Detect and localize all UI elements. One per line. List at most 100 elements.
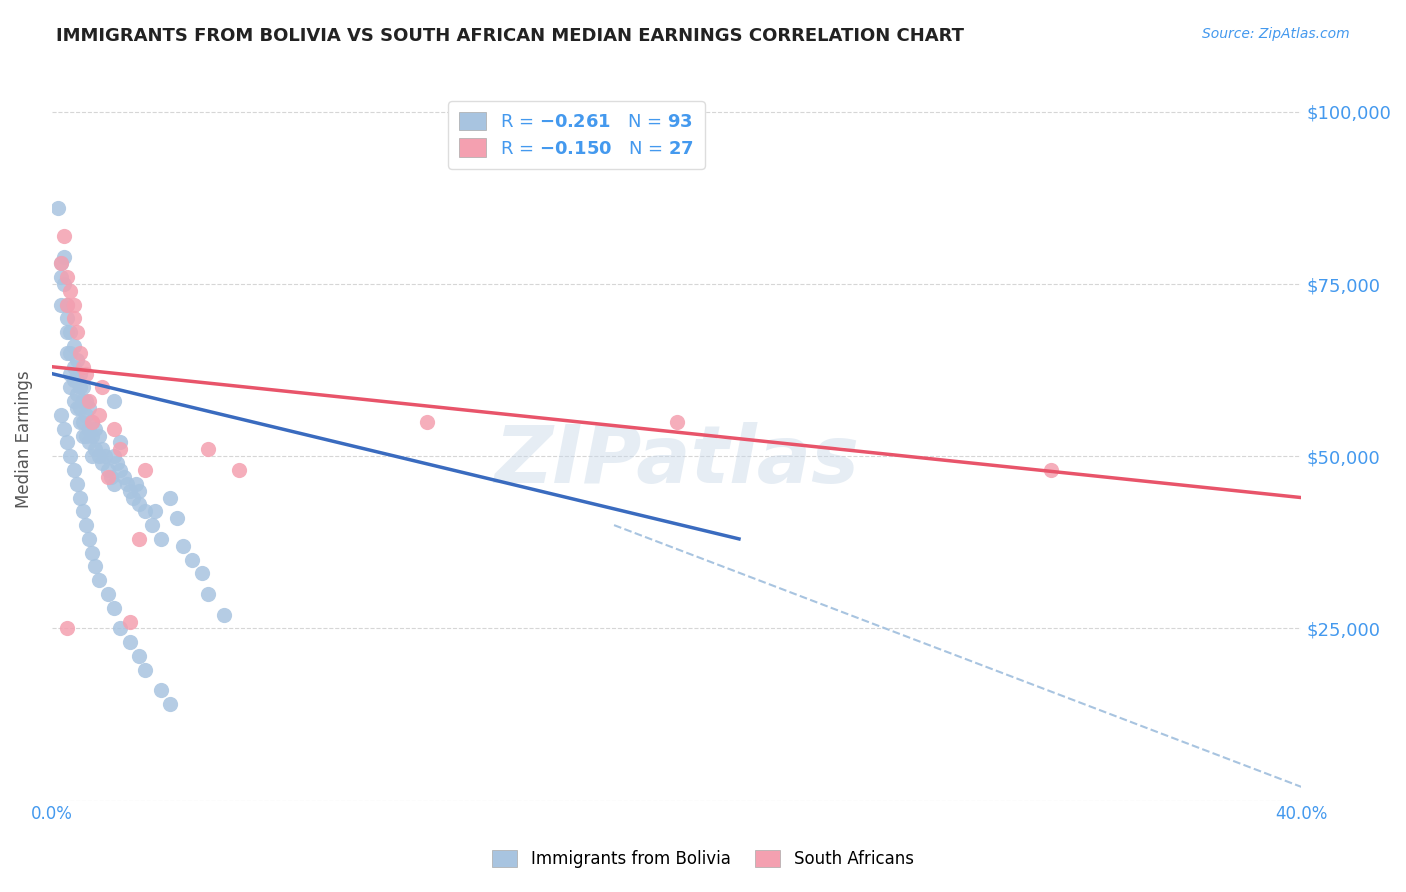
Point <box>56 270 79 285</box>
Point <box>49 298 72 312</box>
Point <box>56 298 79 312</box>
Point <box>665 415 688 429</box>
Point <box>103 600 125 615</box>
Point <box>97 587 120 601</box>
Point <box>66 374 89 388</box>
Point <box>82 546 104 560</box>
Point <box>110 435 132 450</box>
Point <box>87 408 110 422</box>
Point <box>59 380 82 394</box>
Point <box>53 422 76 436</box>
Point <box>53 228 76 243</box>
Point <box>77 401 100 415</box>
Point <box>82 415 104 429</box>
Point <box>77 532 100 546</box>
Point <box>69 401 91 415</box>
Point <box>69 491 91 505</box>
Point <box>90 380 112 394</box>
Point <box>49 408 72 422</box>
Point <box>115 476 138 491</box>
Point <box>87 449 110 463</box>
Point <box>143 504 166 518</box>
Point <box>77 435 100 450</box>
Point <box>118 635 141 649</box>
Point <box>103 476 125 491</box>
Point <box>82 449 104 463</box>
Point <box>1040 463 1063 477</box>
Point <box>103 449 125 463</box>
Point <box>62 374 84 388</box>
Point <box>66 326 89 340</box>
Point <box>150 683 173 698</box>
Point <box>118 615 141 629</box>
Point <box>69 415 91 429</box>
Point <box>66 401 89 415</box>
Point <box>134 504 156 518</box>
Point <box>122 491 145 505</box>
Point <box>134 663 156 677</box>
Point <box>90 456 112 470</box>
Point <box>128 483 150 498</box>
Point <box>141 518 163 533</box>
Point <box>56 311 79 326</box>
Point <box>82 428 104 442</box>
Point <box>90 442 112 457</box>
Point <box>128 498 150 512</box>
Y-axis label: Median Earnings: Median Earnings <box>15 370 32 508</box>
Point <box>159 697 181 711</box>
Point <box>77 422 100 436</box>
Point <box>228 463 250 477</box>
Point <box>212 607 235 622</box>
Point <box>415 415 437 429</box>
Point <box>72 415 94 429</box>
Point <box>56 435 79 450</box>
Point <box>49 256 72 270</box>
Point <box>84 559 107 574</box>
Point <box>72 394 94 409</box>
Point <box>110 442 132 457</box>
Point <box>53 277 76 291</box>
Text: ZIPatlas: ZIPatlas <box>494 422 859 500</box>
Legend: R = $\mathbf{-0.261}$   N = $\mathbf{93}$, R = $\mathbf{-0.150}$   N = $\mathbf{: R = $\mathbf{-0.261}$ N = $\mathbf{93}$,… <box>449 101 704 169</box>
Point <box>110 463 132 477</box>
Point <box>69 380 91 394</box>
Point <box>56 326 79 340</box>
Text: IMMIGRANTS FROM BOLIVIA VS SOUTH AFRICAN MEDIAN EARNINGS CORRELATION CHART: IMMIGRANTS FROM BOLIVIA VS SOUTH AFRICAN… <box>56 27 965 45</box>
Point <box>103 422 125 436</box>
Point <box>128 648 150 663</box>
Point <box>49 270 72 285</box>
Point <box>100 470 122 484</box>
Point <box>49 256 72 270</box>
Point <box>59 346 82 360</box>
Point <box>105 456 128 470</box>
Point <box>197 587 219 601</box>
Point <box>197 442 219 457</box>
Point <box>62 339 84 353</box>
Point <box>166 511 188 525</box>
Point <box>190 566 212 581</box>
Point <box>69 346 91 360</box>
Point <box>62 311 84 326</box>
Legend: Immigrants from Bolivia, South Africans: Immigrants from Bolivia, South Africans <box>485 843 921 875</box>
Text: Source: ZipAtlas.com: Source: ZipAtlas.com <box>1202 27 1350 41</box>
Point <box>72 504 94 518</box>
Point <box>56 622 79 636</box>
Point <box>125 476 148 491</box>
Point <box>59 284 82 298</box>
Point <box>75 518 97 533</box>
Point <box>59 449 82 463</box>
Point <box>72 359 94 374</box>
Point <box>72 428 94 442</box>
Point <box>66 352 89 367</box>
Point <box>84 442 107 457</box>
Point <box>69 367 91 381</box>
Point <box>128 532 150 546</box>
Point <box>62 394 84 409</box>
Point <box>62 298 84 312</box>
Point <box>134 463 156 477</box>
Point <box>87 428 110 442</box>
Point <box>62 463 84 477</box>
Point <box>84 422 107 436</box>
Point <box>56 346 79 360</box>
Point <box>66 387 89 401</box>
